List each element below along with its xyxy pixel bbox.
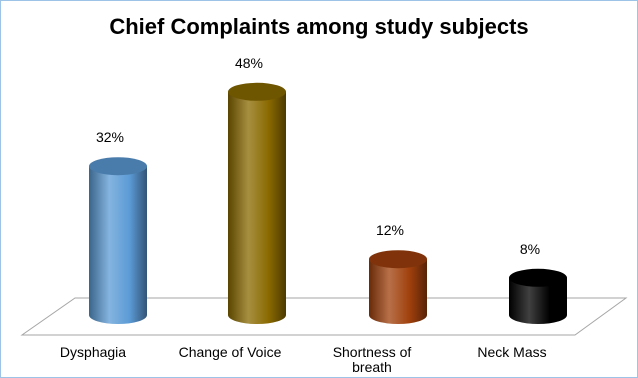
category-label-3-line-2: breath: [352, 359, 392, 375]
category-label-3-line-1: Shortness of: [333, 344, 412, 360]
data-label-1: 32%: [96, 129, 124, 145]
bar-shortness-of-breath: [369, 259, 427, 324]
data-label-3: 12%: [376, 222, 404, 238]
data-label-2: 48%: [235, 55, 263, 71]
chart-floor: [20, 297, 628, 336]
bar-change-of-voice: [228, 91, 286, 324]
category-label-1: Dysphagia: [60, 344, 126, 360]
chart-title: Chief Complaints among study subjects: [109, 14, 529, 39]
bar-top-1: [89, 157, 147, 176]
category-label-2: Change of Voice: [179, 344, 282, 360]
category-label-4: Neck Mass: [477, 344, 546, 360]
bar-neck-mass: [509, 277, 567, 324]
bar-dysphagia: [89, 166, 147, 324]
bar-top-3: [369, 250, 427, 269]
data-label-4: 8%: [520, 241, 540, 257]
bar-top-2: [228, 82, 286, 101]
bar-top-4: [509, 268, 567, 287]
